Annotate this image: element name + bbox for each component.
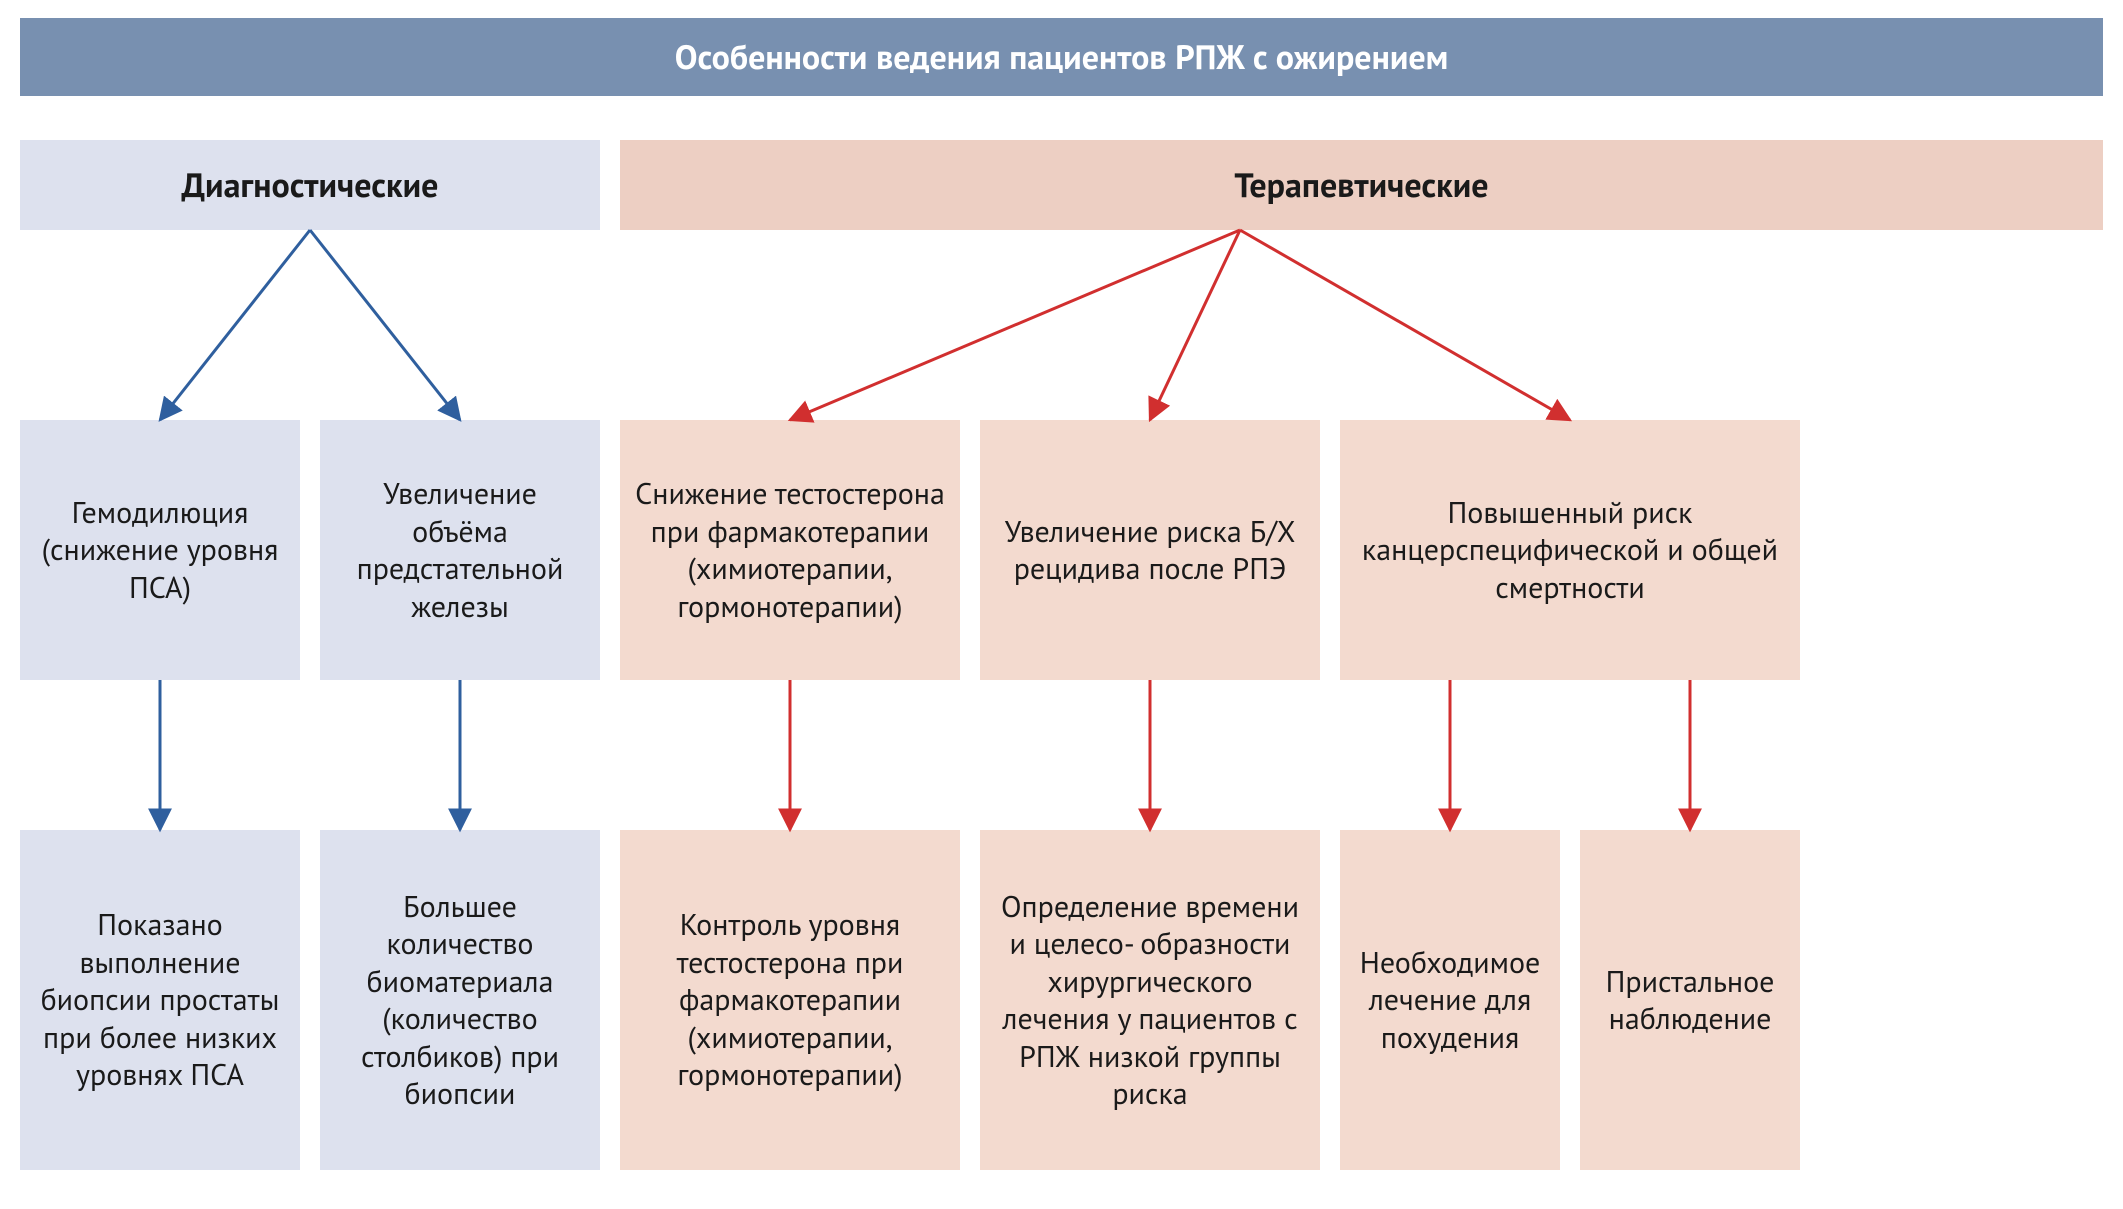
node-t3-mid: Повышенный риск канцерспецифической и об… bbox=[1340, 420, 1800, 680]
node-d1-bot: Показано выполнение биопсии простаты при… bbox=[20, 830, 300, 1170]
node-t1-mid: Снижение тестостерона при фармакотерапии… bbox=[620, 420, 960, 680]
node-d2-mid: Увеличение объёма предстательной железы bbox=[320, 420, 600, 680]
node-t2-bot: Определение времени и целесо- образности… bbox=[980, 830, 1320, 1170]
node-t1-bot: Контроль уровня тестостерона при фармако… bbox=[620, 830, 960, 1170]
node-t3-bot-1: Пристальное наблюдение bbox=[1580, 830, 1800, 1170]
node-t2-mid: Увеличение риска Б/Х рецидива после РПЭ bbox=[980, 420, 1320, 680]
header-therapeutic: Терапевтические bbox=[620, 140, 2103, 230]
node-d2-bot: Большее количество биоматериала (количес… bbox=[320, 830, 600, 1170]
node-t3-bot-0: Необходимое лечение для похудения bbox=[1340, 830, 1560, 1170]
title-bar: Особенности ведения пациентов РПЖ с ожир… bbox=[20, 18, 2103, 96]
header-diagnostic: Диагностические bbox=[20, 140, 600, 230]
node-d1-mid: Гемодилюция (снижение уровня ПСА) bbox=[20, 420, 300, 680]
